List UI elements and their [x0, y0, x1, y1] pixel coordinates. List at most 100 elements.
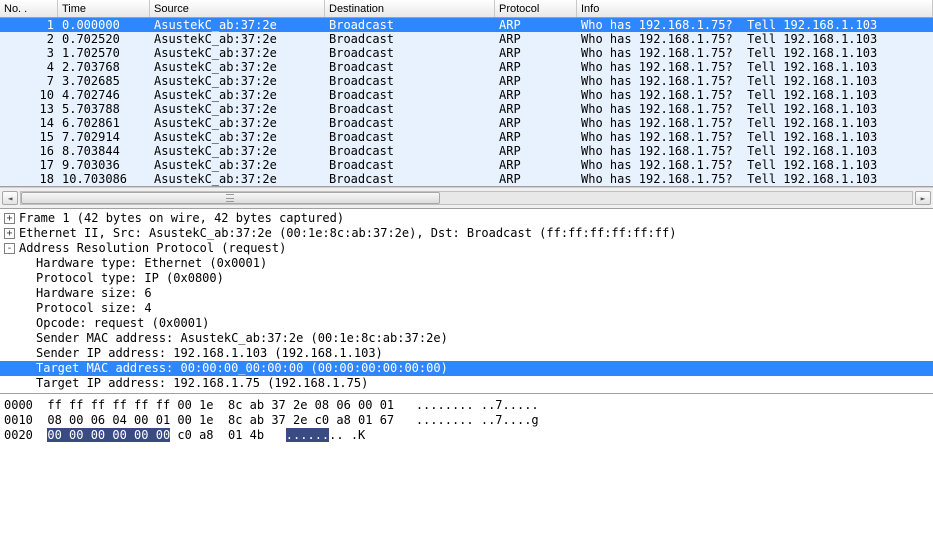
packet-cell: Broadcast — [325, 60, 495, 74]
expand-icon[interactable]: + — [4, 228, 15, 239]
collapse-icon[interactable]: - — [4, 243, 15, 254]
tree-leaf[interactable]: Sender MAC address: AsustekC_ab:37:2e (0… — [0, 331, 933, 346]
packet-cell: AsustekC_ab:37:2e — [150, 32, 325, 46]
tree-leaf[interactable]: Sender IP address: 192.168.1.103 (192.16… — [0, 346, 933, 361]
packet-cell: 2 — [0, 32, 58, 46]
packet-row[interactable]: 20.702520AsustekC_ab:37:2eBroadcastARPWh… — [0, 32, 933, 46]
packet-cell: 1.702570 — [58, 46, 150, 60]
packet-row[interactable]: 179.703036AsustekC_ab:37:2eBroadcastARPW… — [0, 158, 933, 172]
packet-cell: Broadcast — [325, 144, 495, 158]
packet-cell: ARP — [495, 158, 577, 172]
packet-cell: Who has 192.168.1.75? Tell 192.168.1.103 — [577, 46, 933, 60]
packet-cell: 3 — [0, 46, 58, 60]
tree-leaf[interactable]: Target IP address: 192.168.1.75 (192.168… — [0, 376, 933, 391]
expand-icon[interactable]: + — [4, 213, 15, 224]
column-header-time[interactable]: Time — [58, 0, 150, 17]
packet-row[interactable]: 135.703788AsustekC_ab:37:2eBroadcastARPW… — [0, 102, 933, 116]
tree-leaf[interactable]: Opcode: request (0x0001) — [0, 316, 933, 331]
packet-cell: Broadcast — [325, 116, 495, 130]
packet-cell: 18 — [0, 172, 58, 186]
packet-cell: AsustekC_ab:37:2e — [150, 130, 325, 144]
column-header-info[interactable]: Info — [577, 0, 933, 17]
packet-cell: 0.702520 — [58, 32, 150, 46]
tree-text: Target IP address: 192.168.1.75 (192.168… — [36, 376, 368, 391]
packet-cell: AsustekC_ab:37:2e — [150, 158, 325, 172]
packet-cell: ARP — [495, 102, 577, 116]
packet-row[interactable]: 157.702914AsustekC_ab:37:2eBroadcastARPW… — [0, 130, 933, 144]
tree-branch[interactable]: +Ethernet II, Src: AsustekC_ab:37:2e (00… — [0, 226, 933, 241]
packet-cell: Who has 192.168.1.75? Tell 192.168.1.103 — [577, 130, 933, 144]
byte-offset: 0020 — [4, 428, 47, 442]
packet-row[interactable]: 168.703844AsustekC_ab:37:2eBroadcastARPW… — [0, 144, 933, 158]
tree-leaf[interactable]: Protocol size: 4 — [0, 301, 933, 316]
packet-cell: AsustekC_ab:37:2e — [150, 144, 325, 158]
packet-cell: Broadcast — [325, 172, 495, 186]
byte-ascii-selected: ...... — [286, 428, 329, 442]
tree-leaf[interactable]: Hardware type: Ethernet (0x0001) — [0, 256, 933, 271]
packet-cell: AsustekC_ab:37:2e — [150, 46, 325, 60]
packet-cell: Who has 192.168.1.75? Tell 192.168.1.103 — [577, 172, 933, 186]
packet-cell: Who has 192.168.1.75? Tell 192.168.1.103 — [577, 74, 933, 88]
packet-cell: AsustekC_ab:37:2e — [150, 60, 325, 74]
packet-cell: 7 — [0, 74, 58, 88]
tree-branch[interactable]: -Address Resolution Protocol (request) — [0, 241, 933, 256]
packet-row[interactable]: 146.702861AsustekC_ab:37:2eBroadcastARPW… — [0, 116, 933, 130]
packet-cell: 9.703036 — [58, 158, 150, 172]
scroll-track[interactable] — [20, 191, 913, 205]
byte-hex-selected: 00 00 00 00 00 00 — [47, 428, 170, 442]
packet-cell: Broadcast — [325, 18, 495, 32]
packet-cell: ARP — [495, 46, 577, 60]
tree-leaf[interactable]: Target MAC address: 00:00:00_00:00:00 (0… — [0, 361, 933, 376]
packet-row[interactable]: 73.702685AsustekC_ab:37:2eBroadcastARPWh… — [0, 74, 933, 88]
byte-offset: 0000 — [4, 398, 47, 412]
packet-cell: Broadcast — [325, 158, 495, 172]
byte-hex: ff ff ff ff ff ff 00 1e 8c ab 37 2e 08 0… — [47, 398, 394, 412]
tree-text: Sender MAC address: AsustekC_ab:37:2e (0… — [36, 331, 448, 346]
packet-cell: AsustekC_ab:37:2e — [150, 116, 325, 130]
packet-cell: Who has 192.168.1.75? Tell 192.168.1.103 — [577, 102, 933, 116]
packet-row[interactable]: 31.702570AsustekC_ab:37:2eBroadcastARPWh… — [0, 46, 933, 60]
byte-offset: 0010 — [4, 413, 47, 427]
column-header-no[interactable]: No. . — [0, 0, 58, 17]
column-header-source[interactable]: Source — [150, 0, 325, 17]
tree-branch[interactable]: +Frame 1 (42 bytes on wire, 42 bytes cap… — [0, 211, 933, 226]
packet-cell: ARP — [495, 88, 577, 102]
scroll-thumb[interactable] — [21, 192, 440, 204]
packet-cell: 5.703788 — [58, 102, 150, 116]
packet-row[interactable]: 104.702746AsustekC_ab:37:2eBroadcastARPW… — [0, 88, 933, 102]
packet-cell: 4 — [0, 60, 58, 74]
column-header-protocol[interactable]: Protocol — [495, 0, 577, 17]
packet-cell: 3.702685 — [58, 74, 150, 88]
packet-cell: AsustekC_ab:37:2e — [150, 18, 325, 32]
packet-cell: Who has 192.168.1.75? Tell 192.168.1.103 — [577, 32, 933, 46]
packet-cell: Who has 192.168.1.75? Tell 192.168.1.103 — [577, 158, 933, 172]
packet-bytes-pane: 0000 ff ff ff ff ff ff 00 1e 8c ab 37 2e… — [0, 394, 933, 447]
byte-gap — [394, 398, 416, 412]
tree-text: Hardware type: Ethernet (0x0001) — [36, 256, 267, 271]
packet-cell: Who has 192.168.1.75? Tell 192.168.1.103 — [577, 60, 933, 74]
byte-gap — [394, 413, 416, 427]
packet-list-pane: No. . Time Source Destination Protocol I… — [0, 0, 933, 187]
packet-cell: Broadcast — [325, 32, 495, 46]
packet-cell: 16 — [0, 144, 58, 158]
packet-row[interactable]: 1810.703086AsustekC_ab:37:2eBroadcastARP… — [0, 172, 933, 186]
horizontal-scrollbar[interactable]: ◄ ► — [0, 187, 933, 209]
packet-row[interactable]: 10.000000AsustekC_ab:37:2eBroadcastARPWh… — [0, 18, 933, 32]
scroll-right-icon[interactable]: ► — [915, 191, 931, 205]
scroll-left-icon[interactable]: ◄ — [2, 191, 18, 205]
byte-gap — [264, 428, 286, 442]
packet-cell: 10.703086 — [58, 172, 150, 186]
packet-rows: 10.000000AsustekC_ab:37:2eBroadcastARPWh… — [0, 18, 933, 186]
column-header-destination[interactable]: Destination — [325, 0, 495, 17]
packet-cell: ARP — [495, 18, 577, 32]
tree-text: Sender IP address: 192.168.1.103 (192.16… — [36, 346, 383, 361]
tree-text: Opcode: request (0x0001) — [36, 316, 209, 331]
tree-leaf[interactable]: Protocol type: IP (0x0800) — [0, 271, 933, 286]
packet-cell: 8.703844 — [58, 144, 150, 158]
byte-line[interactable]: 0020 00 00 00 00 00 00 c0 a8 01 4b .....… — [4, 428, 933, 443]
tree-leaf[interactable]: Hardware size: 6 — [0, 286, 933, 301]
packet-cell: 0.000000 — [58, 18, 150, 32]
packet-row[interactable]: 42.703768AsustekC_ab:37:2eBroadcastARPWh… — [0, 60, 933, 74]
byte-line[interactable]: 0000 ff ff ff ff ff ff 00 1e 8c ab 37 2e… — [4, 398, 933, 413]
byte-line[interactable]: 0010 08 00 06 04 00 01 00 1e 8c ab 37 2e… — [4, 413, 933, 428]
